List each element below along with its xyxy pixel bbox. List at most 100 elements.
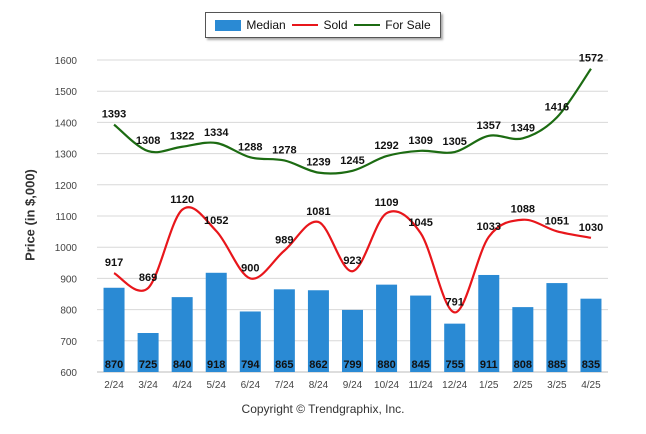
series-line-sold xyxy=(113,206,592,314)
y-tick-label: 1200 xyxy=(55,181,78,192)
legend-item-median: Median xyxy=(215,18,286,32)
y-tick-label: 1500 xyxy=(55,87,78,98)
legend-item-for-sale: For Sale xyxy=(354,18,431,32)
data-label-sold: 1120 xyxy=(170,194,194,206)
data-label-for-sale: 1245 xyxy=(340,155,364,167)
data-label-for-sale: 1308 xyxy=(136,135,160,147)
x-tick-label: 2/25 xyxy=(513,380,533,391)
y-tick-label: 600 xyxy=(60,368,77,379)
data-label-median: 911 xyxy=(480,359,498,371)
data-label-median: 808 xyxy=(514,359,532,371)
legend-swatch-median xyxy=(215,19,242,31)
data-label-sold: 917 xyxy=(105,257,123,269)
data-label-for-sale: 1572 xyxy=(579,53,603,65)
y-tick-label: 1100 xyxy=(55,212,77,223)
legend-item-sold: Sold xyxy=(292,18,348,32)
bar-median xyxy=(512,307,534,372)
data-label-sold: 1051 xyxy=(545,215,569,227)
data-label-median: 755 xyxy=(446,359,464,371)
x-tick-label: 3/25 xyxy=(547,380,567,391)
bar-median xyxy=(239,311,261,372)
data-label-sold: 989 xyxy=(275,235,293,247)
chart-legend: Median Sold For Sale xyxy=(205,12,441,38)
legend-label-median: Median xyxy=(246,18,286,32)
data-label-median: 845 xyxy=(411,359,429,371)
data-label-for-sale: 1357 xyxy=(477,120,501,132)
x-tick-label: 2/24 xyxy=(104,380,124,391)
data-label-for-sale: 1305 xyxy=(442,136,466,148)
x-tick-label: 4/24 xyxy=(172,380,192,391)
y-tick-label: 700 xyxy=(60,337,77,348)
bar-median xyxy=(171,297,193,372)
data-label-sold: 923 xyxy=(343,255,361,267)
data-label-median: 862 xyxy=(309,359,327,371)
data-label-sold: 869 xyxy=(139,272,157,284)
legend-swatch-sold xyxy=(292,24,319,26)
bar-median xyxy=(410,295,432,372)
data-label-sold: 1045 xyxy=(408,217,432,229)
data-label-for-sale: 1309 xyxy=(408,135,432,147)
y-tick-label: 1400 xyxy=(55,118,78,129)
y-tick-label: 1000 xyxy=(55,243,78,254)
copyright-text: Copyright © Trendgraphix, Inc. xyxy=(241,402,405,416)
bar-median xyxy=(205,272,227,372)
data-label-for-sale: 1416 xyxy=(545,101,569,113)
data-label-median: 799 xyxy=(343,359,361,371)
data-label-sold: 1033 xyxy=(477,221,501,233)
bar-median xyxy=(580,298,602,372)
data-label-sold: 1030 xyxy=(579,222,603,234)
data-label-median: 880 xyxy=(377,359,395,371)
data-label-median: 840 xyxy=(173,359,191,371)
x-tick-label: 3/24 xyxy=(138,380,158,391)
series-line-for-sale xyxy=(113,68,592,175)
legend-label-sold: Sold xyxy=(323,18,348,32)
y-tick-label: 900 xyxy=(60,274,77,285)
bar-median xyxy=(546,283,568,372)
x-tick-label: 5/24 xyxy=(206,380,226,391)
legend-swatch-for-sale xyxy=(354,24,381,26)
legend-label-for-sale: For Sale xyxy=(385,18,431,32)
bar-median xyxy=(273,289,295,372)
x-tick-label: 12/24 xyxy=(442,380,467,391)
bar-median xyxy=(137,333,159,372)
x-tick-label: 9/24 xyxy=(343,380,363,391)
x-tick-label: 4/25 xyxy=(581,380,601,391)
data-label-sold: 900 xyxy=(241,262,259,274)
y-axis-title: Price (in $,000) xyxy=(22,169,38,261)
x-tick-label: 1/25 xyxy=(479,380,499,391)
bar-median xyxy=(103,287,125,372)
y-tick-label: 1300 xyxy=(55,150,78,161)
data-label-sold: 1109 xyxy=(375,197,399,209)
data-label-for-sale: 1349 xyxy=(511,122,535,134)
y-tick-label: 800 xyxy=(60,306,77,317)
y-tick-label: 1600 xyxy=(55,56,78,67)
bar-median xyxy=(342,309,363,372)
x-tick-label: 6/24 xyxy=(241,380,261,391)
x-tick-label: 10/24 xyxy=(374,380,399,391)
data-label-for-sale: 1292 xyxy=(374,140,398,152)
data-label-sold: 1088 xyxy=(511,204,535,216)
x-tick-label: 8/24 xyxy=(309,380,329,391)
data-label-sold: 1081 xyxy=(306,206,330,218)
data-label-median: 918 xyxy=(207,359,225,371)
data-label-median: 725 xyxy=(139,359,157,371)
data-label-median: 870 xyxy=(105,359,123,371)
data-label-for-sale: 1288 xyxy=(238,141,262,153)
bar-median xyxy=(444,323,466,372)
data-label-for-sale: 1322 xyxy=(170,131,194,143)
data-label-median: 835 xyxy=(582,359,600,371)
data-label-median: 794 xyxy=(241,359,260,371)
x-tick-label: 11/24 xyxy=(408,380,433,391)
bar-median xyxy=(478,274,500,372)
data-label-for-sale: 1334 xyxy=(204,127,229,139)
data-label-for-sale: 1393 xyxy=(102,109,126,121)
bar-median xyxy=(307,290,329,372)
data-label-for-sale: 1278 xyxy=(272,144,296,156)
data-label-median: 865 xyxy=(275,359,293,371)
data-label-median: 885 xyxy=(548,359,566,371)
data-label-sold: 1052 xyxy=(204,215,228,227)
x-tick-label: 7/24 xyxy=(275,380,295,391)
bar-median xyxy=(376,284,398,372)
data-label-sold: 791 xyxy=(446,296,464,308)
